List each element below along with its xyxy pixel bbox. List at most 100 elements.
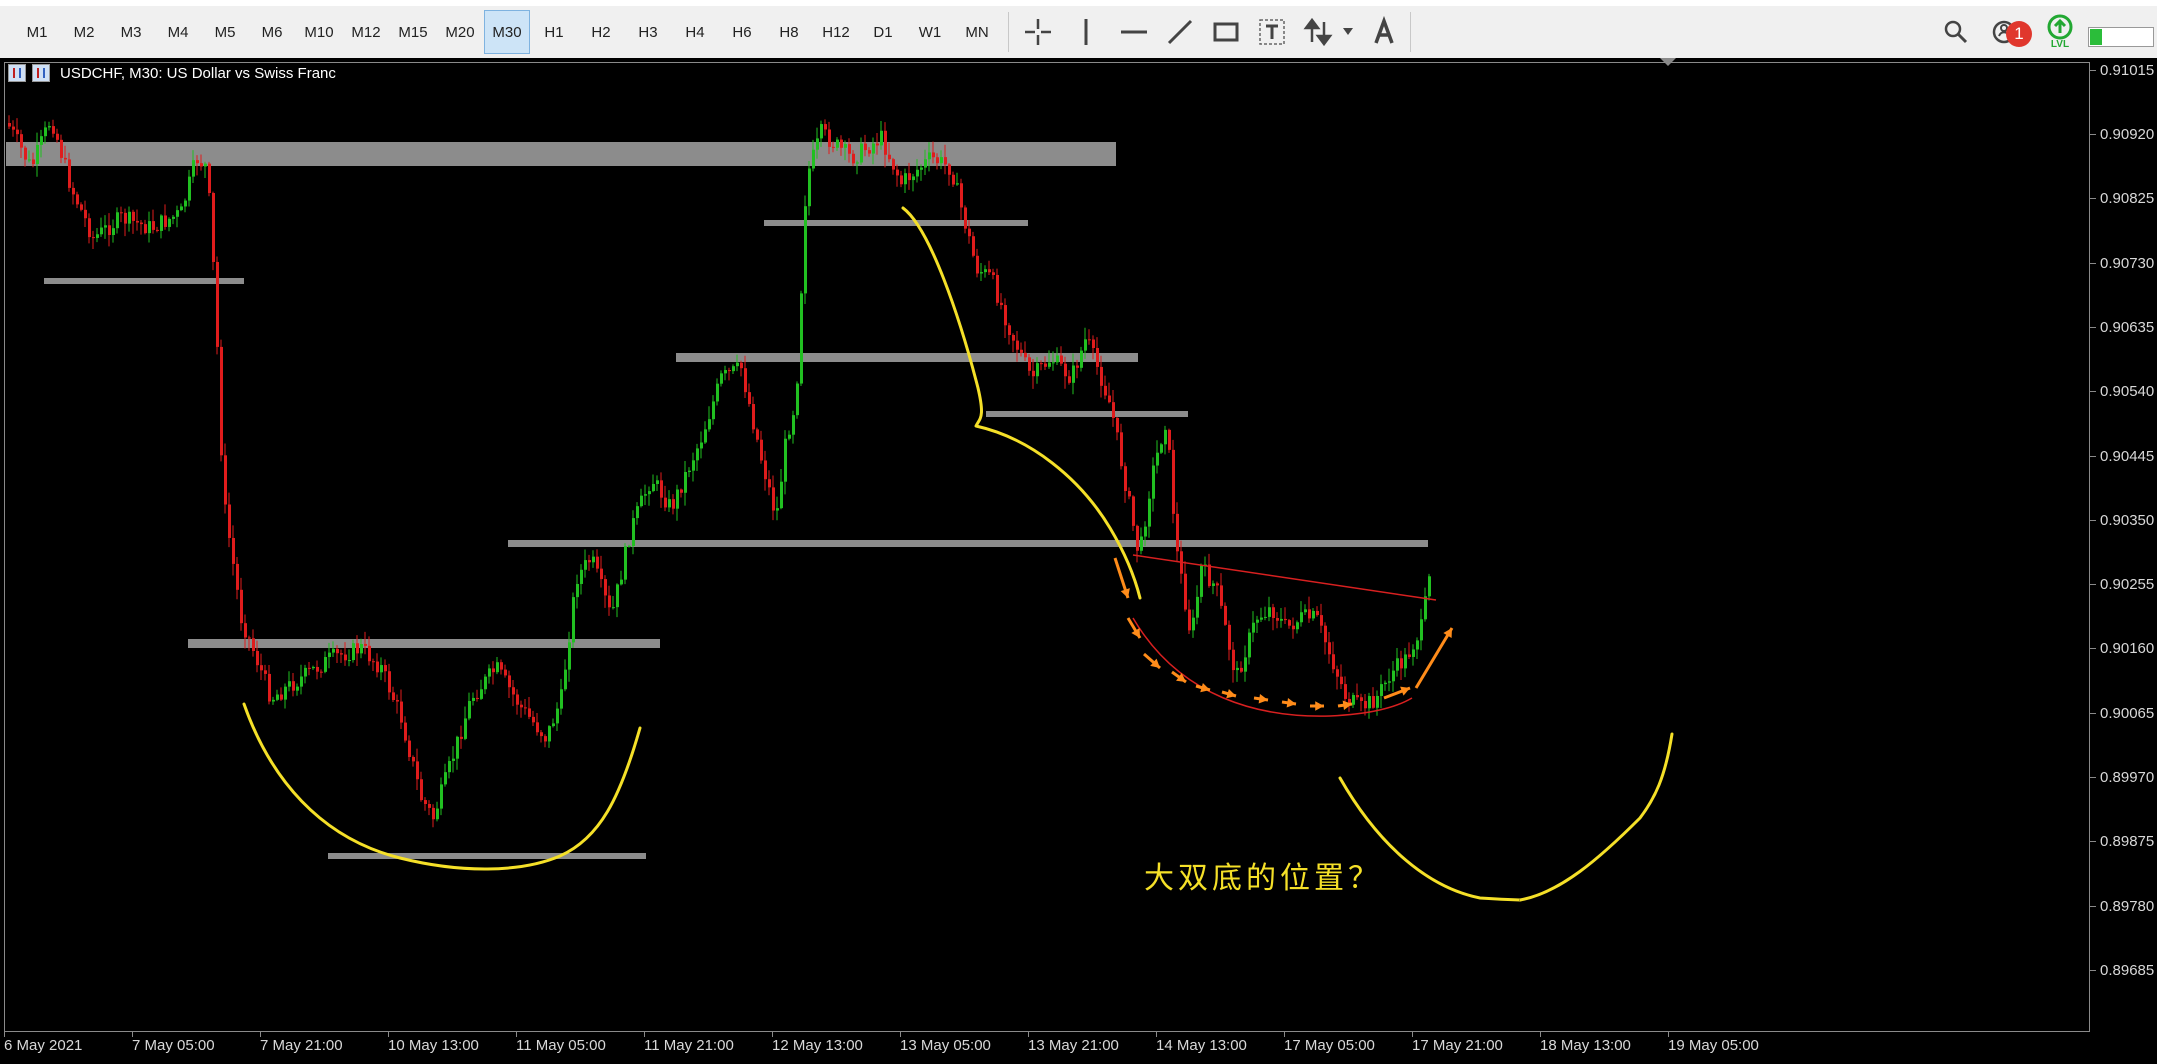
timeframe-h6[interactable]: H6 (732, 23, 752, 41)
candle-body (1320, 615, 1323, 626)
candle-body (48, 126, 51, 128)
candle-body (304, 667, 307, 677)
candle-body (348, 660, 351, 662)
price-chart[interactable]: USDCHF, M30: US Dollar vs Swiss Franc 0.… (0, 58, 2157, 1064)
crosshair-icon[interactable] (1016, 10, 1060, 54)
candle-body (464, 718, 467, 739)
candle-body (648, 491, 651, 495)
timeframe-m4[interactable]: M4 (167, 23, 189, 41)
candle-body (600, 568, 603, 580)
timeframe-m12[interactable]: M12 (351, 23, 381, 41)
candle-body (720, 373, 723, 384)
candle-body (320, 671, 323, 673)
candle-body (1332, 654, 1335, 670)
candle-body (8, 123, 11, 127)
candle-body (120, 212, 123, 214)
candle-body (1056, 355, 1059, 363)
time-tick: 13 May 05:00 (900, 1031, 991, 1054)
candle-body (156, 229, 159, 231)
time-tick: 11 May 05:00 (516, 1031, 606, 1054)
candle-body (36, 144, 39, 165)
candle-body (836, 139, 839, 148)
timeframe-d1[interactable]: D1 (873, 23, 893, 41)
candle-body (1312, 610, 1315, 619)
timeframe-m5[interactable]: M5 (214, 23, 236, 41)
timeframe-h1[interactable]: H1 (544, 23, 564, 41)
timeframe-h3[interactable]: H3 (638, 23, 658, 41)
candle-body (188, 176, 191, 201)
search-icon[interactable] (1934, 10, 1978, 54)
candle-body (904, 173, 907, 185)
timeframe-h4[interactable]: H4 (685, 23, 705, 41)
chart-window-icon (8, 64, 26, 82)
candle-body (812, 149, 815, 169)
arrows-icon[interactable] (1298, 10, 1360, 54)
timeframe-h8[interactable]: H8 (779, 23, 799, 41)
candle-body (1060, 355, 1063, 364)
hand-drawn-curve (901, 206, 1142, 600)
support-resistance-zone (764, 220, 1028, 226)
candle-body (56, 133, 59, 140)
vertical-line-icon[interactable] (1064, 10, 1108, 54)
candle-body (1040, 363, 1043, 365)
candle-body (656, 480, 659, 484)
candle-body (1160, 444, 1163, 453)
candle-body (1388, 681, 1391, 683)
candle-body (1032, 370, 1035, 377)
chart-canvas[interactable] (0, 58, 2157, 1064)
trend-arrow-head (1200, 682, 1210, 693)
timeframe-h2[interactable]: H2 (591, 23, 611, 41)
notification-count-badge: 1 (2006, 21, 2032, 47)
timeframe-m15[interactable]: M15 (398, 23, 428, 41)
candle-body (168, 218, 171, 227)
rectangle-icon[interactable] (1204, 10, 1248, 54)
candle-body (1304, 609, 1307, 613)
text-icon[interactable] (1362, 10, 1406, 54)
timeframe-m30[interactable]: M30 (484, 10, 530, 54)
trend-line-icon[interactable] (1158, 10, 1202, 54)
timeframe-mn[interactable]: MN (965, 23, 989, 41)
timeframe-m10[interactable]: M10 (304, 23, 334, 41)
candle-body (1016, 340, 1019, 350)
timeframe-m1[interactable]: M1 (26, 23, 48, 41)
chart-toolbar: M1 M2 M3 M4 M5 M6 M10 M12 M15 M20 M30 H1… (0, 6, 2157, 59)
candle-body (1036, 363, 1039, 377)
candle-body (452, 758, 455, 761)
candle-body (1068, 376, 1071, 383)
price-tick: 0.90350 (2089, 512, 2155, 529)
candle-body (1352, 695, 1355, 705)
candle-body (652, 483, 655, 492)
timeframe-m3[interactable]: M3 (120, 23, 142, 41)
price-tick: 0.90540 (2089, 383, 2155, 400)
candle-body (1228, 624, 1231, 650)
timeframe-m20[interactable]: M20 (445, 23, 475, 41)
candle-body (532, 716, 535, 723)
candle-body (100, 227, 103, 235)
candle-body (752, 404, 755, 430)
text-label-icon[interactable] (1250, 10, 1294, 54)
candle-body (240, 589, 243, 624)
candle-body (256, 650, 259, 666)
candle-body (688, 470, 691, 472)
timeframe-m2[interactable]: M2 (73, 23, 95, 41)
hand-drawn-curve (242, 702, 642, 871)
candle-body (340, 653, 343, 655)
candle-body (792, 415, 795, 435)
timeframe-h12[interactable]: H12 (822, 23, 850, 41)
time-tick: 12 May 13:00 (772, 1031, 863, 1054)
candle-body (760, 439, 763, 461)
lvl-signal-icon[interactable]: LVL (2038, 10, 2082, 54)
candle-body (900, 175, 903, 185)
candle-body (68, 159, 71, 188)
candle-body (72, 187, 75, 195)
candle-body (316, 666, 319, 672)
candle-body (628, 545, 631, 547)
candle-body (692, 460, 695, 471)
horizontal-line-icon[interactable] (1112, 10, 1156, 54)
support-resistance-zone (328, 853, 646, 859)
candle-body (1276, 618, 1279, 621)
timeframe-m6[interactable]: M6 (261, 23, 283, 41)
candle-body (1260, 617, 1263, 620)
timeframe-w1[interactable]: W1 (918, 23, 942, 41)
candle-body (1220, 585, 1223, 606)
